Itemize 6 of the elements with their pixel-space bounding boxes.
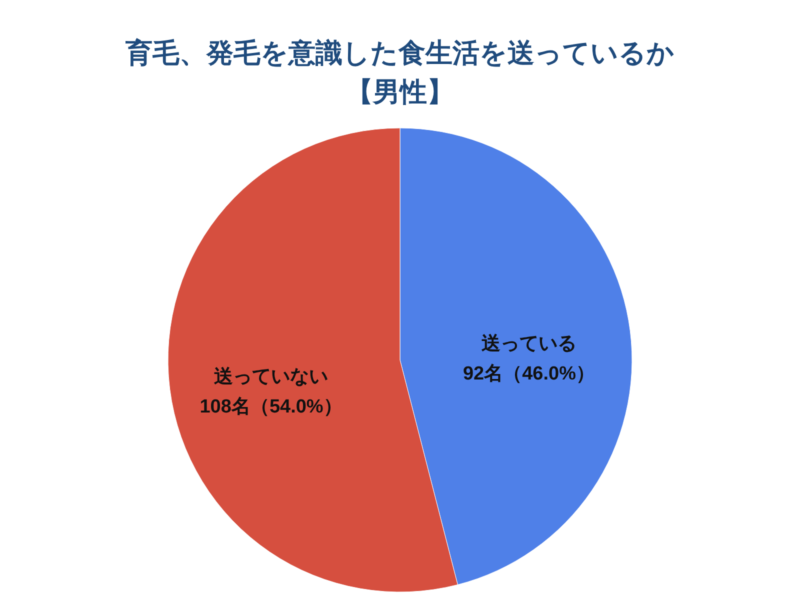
- data-label: 108名（54.0%）: [200, 396, 342, 418]
- chart-title: 育毛、発毛を意識した食生活を送っているか: [124, 38, 674, 68]
- chart-subtitle: 【男性】: [346, 77, 454, 107]
- slice-label: 送っている: [480, 334, 576, 355]
- data-label: 92名（46.0%）: [462, 364, 595, 385]
- slice-label: 送っていない: [213, 366, 328, 388]
